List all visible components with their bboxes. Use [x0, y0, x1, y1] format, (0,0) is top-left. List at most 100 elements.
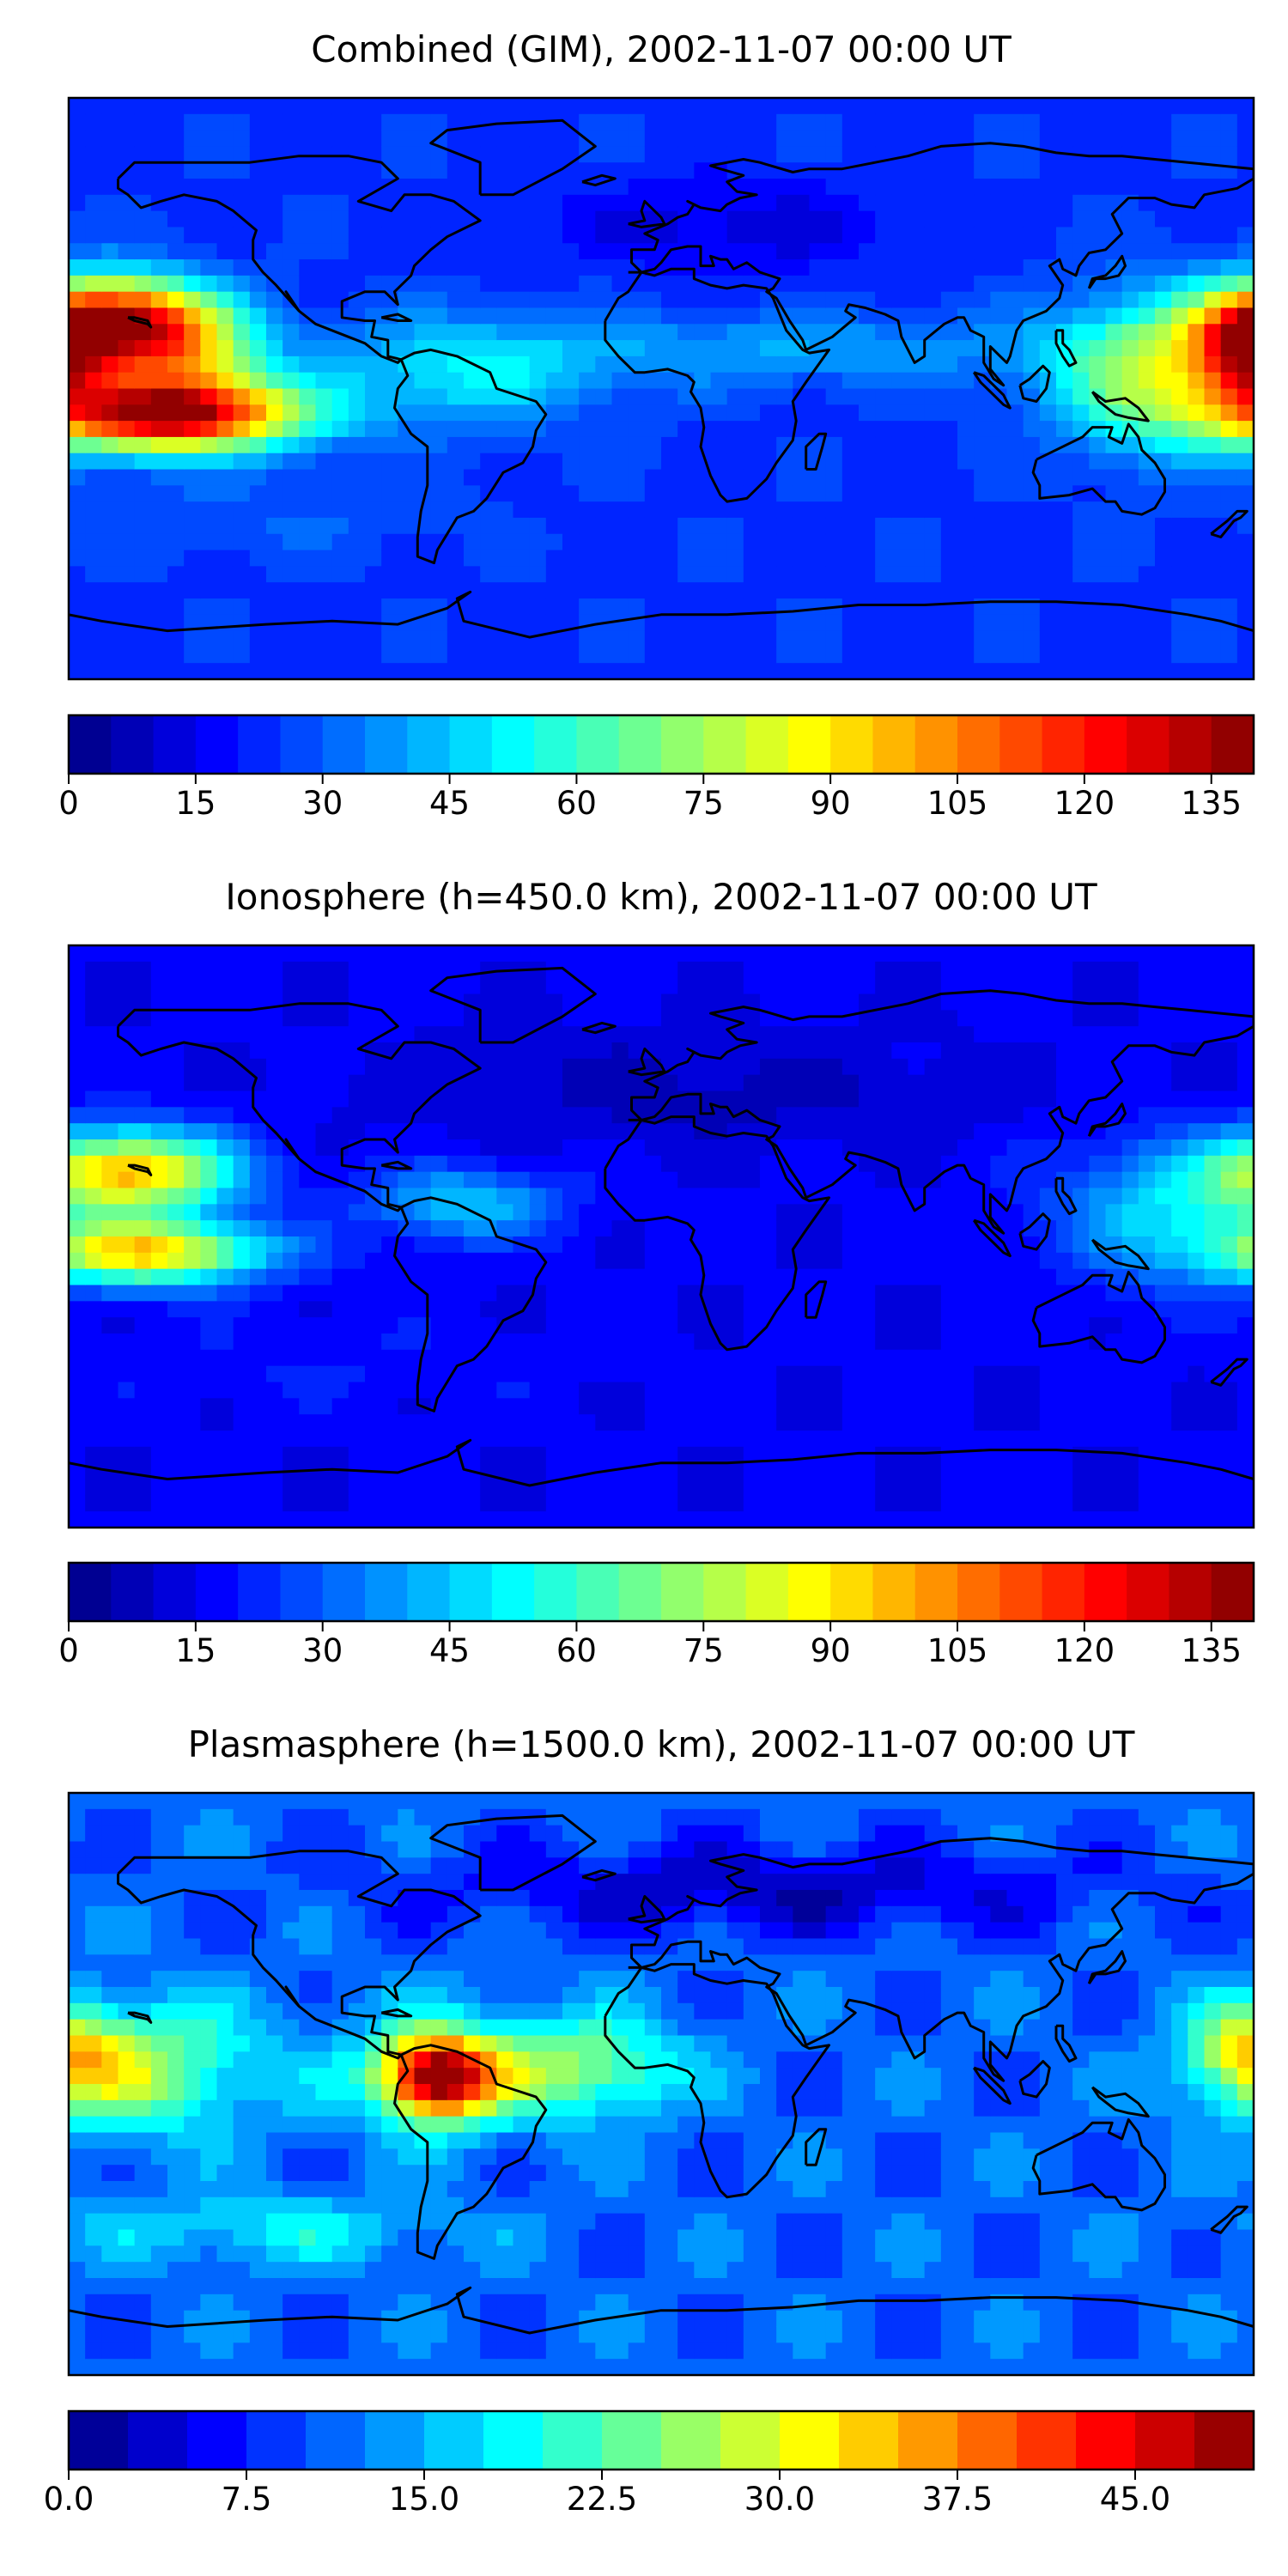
field-cell [464, 1511, 481, 1528]
field-cell [545, 1301, 563, 1318]
field-cell [595, 291, 613, 309]
field-cell [611, 404, 629, 422]
field-cell [233, 340, 251, 357]
field-cell [1039, 1479, 1057, 1496]
field-cell [793, 227, 811, 244]
field-cell [611, 1414, 629, 1431]
field-cell [661, 550, 678, 567]
field-cell [677, 993, 695, 1011]
field-cell [430, 291, 448, 309]
field-cell [414, 469, 432, 486]
field-cell [1155, 566, 1172, 583]
field-cell [69, 1511, 86, 1528]
field-cell [611, 307, 629, 325]
field-cell [283, 1107, 300, 1124]
field-cell [1236, 355, 1254, 374]
field-cell [628, 421, 646, 438]
field-cell [809, 1026, 827, 1043]
field-cell [200, 227, 218, 244]
field-cell [1188, 533, 1206, 551]
field-cell [710, 1398, 728, 1415]
field-cell [841, 961, 860, 979]
field-cell [496, 1462, 514, 1480]
field-cell [216, 630, 234, 647]
field-cell [1220, 436, 1238, 454]
field-cell [677, 1171, 695, 1189]
field-cell [480, 1349, 497, 1367]
field-cell [348, 1349, 366, 1367]
field-cell [118, 1139, 136, 1157]
field-cell [233, 1495, 251, 1512]
field-cell [743, 1074, 761, 1092]
field-cell [381, 582, 398, 599]
field-cell [85, 1495, 102, 1512]
field-cell [447, 582, 465, 599]
field-cell [430, 1349, 448, 1367]
field-cell [859, 113, 876, 131]
field-cell [150, 355, 168, 374]
field-cell [1204, 210, 1222, 228]
field-cell [447, 307, 465, 325]
field-cell [447, 324, 465, 341]
field-cell [611, 355, 629, 374]
field-cell [1039, 1171, 1057, 1189]
field-cell [1072, 1317, 1090, 1334]
field-cell [365, 1431, 382, 1448]
field-cell [216, 1123, 234, 1140]
field-cell [249, 194, 267, 212]
field-cell [1039, 324, 1057, 341]
field-cell [381, 179, 398, 196]
field-cell [249, 1252, 267, 1270]
field-cell [661, 194, 678, 212]
field-cell [381, 1495, 398, 1512]
field-cell [760, 598, 777, 616]
field-cell [793, 421, 811, 438]
field-cell [990, 1495, 1008, 1512]
field-cell [1155, 98, 1172, 115]
field-cell [595, 1058, 613, 1076]
field-cell [299, 1252, 317, 1270]
field-cell [200, 533, 218, 551]
field-cell [1220, 550, 1238, 567]
field-cell [579, 469, 596, 486]
field-cell [249, 1139, 267, 1157]
field-cell [1056, 1495, 1073, 1512]
field-cell [628, 1268, 646, 1286]
field-cell [167, 146, 185, 163]
field-cell [150, 1139, 168, 1157]
field-cell [957, 1398, 975, 1415]
field-cell [940, 533, 958, 551]
field-cell [101, 340, 119, 357]
field-cell [513, 1349, 531, 1367]
field-cell [841, 977, 860, 995]
field-cell [233, 324, 251, 341]
field-cell [1056, 1349, 1073, 1367]
field-cell [118, 630, 136, 647]
field-cell [793, 1268, 811, 1286]
field-cell [216, 469, 234, 486]
field-cell [644, 275, 662, 293]
field-cell [1006, 1220, 1024, 1237]
field-cell [233, 355, 251, 374]
field-cell [464, 1139, 481, 1157]
field-cell [134, 1317, 152, 1334]
field-cell [776, 1123, 793, 1140]
field-cell [233, 469, 251, 486]
field-cell [677, 1285, 695, 1302]
field-cell [381, 1139, 398, 1157]
field-cell [1220, 227, 1238, 244]
field-cell [611, 1446, 629, 1464]
field-cell [331, 179, 349, 196]
colorbar-segment [407, 715, 451, 774]
field-cell [940, 1334, 958, 1351]
field-cell [859, 1074, 876, 1092]
field-cell [184, 275, 201, 293]
field-cell [480, 227, 497, 244]
field-cell [908, 1317, 926, 1334]
field-cell [1039, 582, 1057, 599]
field-cell [365, 550, 382, 567]
field-cell [562, 1252, 580, 1270]
field-cell [611, 469, 629, 486]
field-cell [562, 1446, 580, 1464]
field-cell [694, 210, 712, 228]
